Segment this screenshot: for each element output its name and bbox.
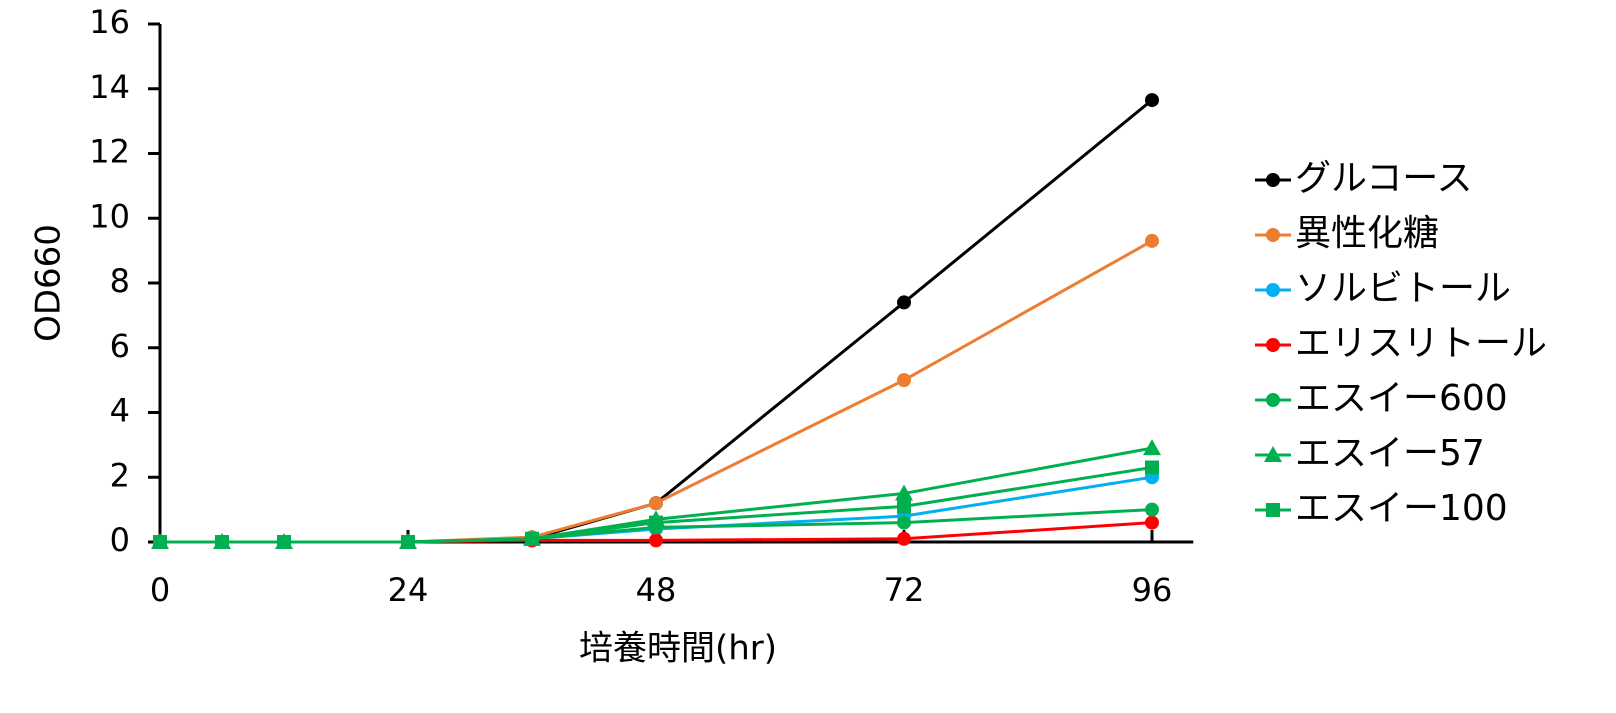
data-point [1145,502,1159,517]
legend-marker [1266,503,1280,517]
data-point [525,531,539,546]
data-point [897,295,911,310]
legend-marker [1266,228,1280,242]
legend-marker [1264,446,1282,462]
y-tick-label: 6 [110,327,130,365]
data-point [897,499,911,514]
data-point [1145,93,1159,108]
data-point [649,496,663,511]
legend-marker [1266,173,1280,187]
legend-marker [1266,393,1280,407]
x-tick-label: 72 [884,571,925,609]
legend-marker [1266,283,1280,297]
y-tick-label: 2 [110,456,130,494]
y-tick-label: 8 [110,262,130,300]
data-point [649,533,663,548]
data-point [1143,439,1161,456]
x-tick-label: 96 [1132,571,1173,609]
data-point [153,535,167,549]
data-point [649,515,663,530]
legend-label: エスイー57 [1295,433,1485,474]
data-point [897,373,911,388]
legend-label: エスイー600 [1295,378,1508,419]
y-tick-label: 0 [110,521,130,559]
data-point [895,484,913,501]
data-point [897,515,911,530]
y-tick-label: 14 [89,68,130,106]
y-tick-label: 16 [89,3,130,41]
x-tick-label: 0 [150,571,170,609]
data-point [1145,460,1159,475]
legend-marker [1266,338,1280,352]
legend-label: 異性化糖 [1295,213,1439,254]
x-axis-label: 培養時間(hr) [579,629,777,669]
legend-label: エスイー100 [1295,488,1508,529]
data-point [897,531,911,546]
data-point [277,535,291,549]
y-axis-label: OD660 [29,224,69,342]
data-point [215,535,229,549]
legend-label: エリスリトール [1295,323,1547,364]
y-tick-label: 10 [89,197,130,235]
data-point [1145,515,1159,530]
x-tick-label: 24 [388,571,429,609]
data-point [1145,233,1159,248]
y-tick-label: 12 [89,133,130,171]
y-tick-label: 4 [110,392,130,430]
legend-label: ソルビトール [1295,268,1511,309]
x-tick-label: 48 [636,571,677,609]
series-line [160,466,1153,544]
data-point [401,535,415,549]
legend-label: グルコース [1295,158,1472,199]
